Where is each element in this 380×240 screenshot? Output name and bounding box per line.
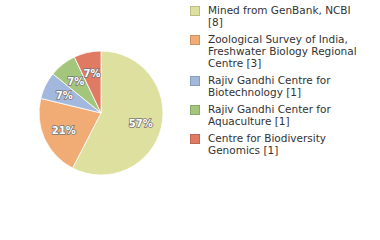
legend-item: Zoological Survey of India, Freshwater B… (190, 33, 376, 69)
legend-label: Zoological Survey of India, Freshwater B… (208, 33, 366, 69)
legend-swatch (190, 134, 200, 144)
legend-swatch (190, 76, 200, 86)
legend-swatch (190, 105, 200, 115)
legend-label: Rajiv Gandhi Center for Aquaculture [1] (208, 103, 366, 127)
data-label: 7% (67, 76, 84, 87)
data-label: 21% (52, 125, 76, 136)
legend-item: Centre for Biodiversity Genomics [1] (190, 132, 376, 156)
legend-label: Mined from GenBank, NCBI [8] (208, 4, 366, 28)
data-label: 7% (83, 68, 100, 79)
legend-label: Rajiv Gandhi Centre for Biotechnology [1… (208, 74, 366, 98)
data-label: 7% (56, 90, 73, 101)
legend: Mined from GenBank, NCBI [8] Zoological S… (190, 4, 376, 161)
data-label: 57% (129, 118, 153, 129)
legend-item: Rajiv Gandhi Centre for Biotechnology [1… (190, 74, 376, 98)
pie-area: 57%21%7%7%7% (0, 0, 190, 240)
chart: 57%21%7%7%7% Mined from GenBank, NCBI [8… (0, 0, 380, 240)
legend-swatch (190, 35, 200, 45)
legend-swatch (190, 6, 200, 16)
legend-item: Rajiv Gandhi Center for Aquaculture [1] (190, 103, 376, 127)
legend-item: Mined from GenBank, NCBI [8] (190, 4, 376, 28)
legend-label: Centre for Biodiversity Genomics [1] (208, 132, 366, 156)
